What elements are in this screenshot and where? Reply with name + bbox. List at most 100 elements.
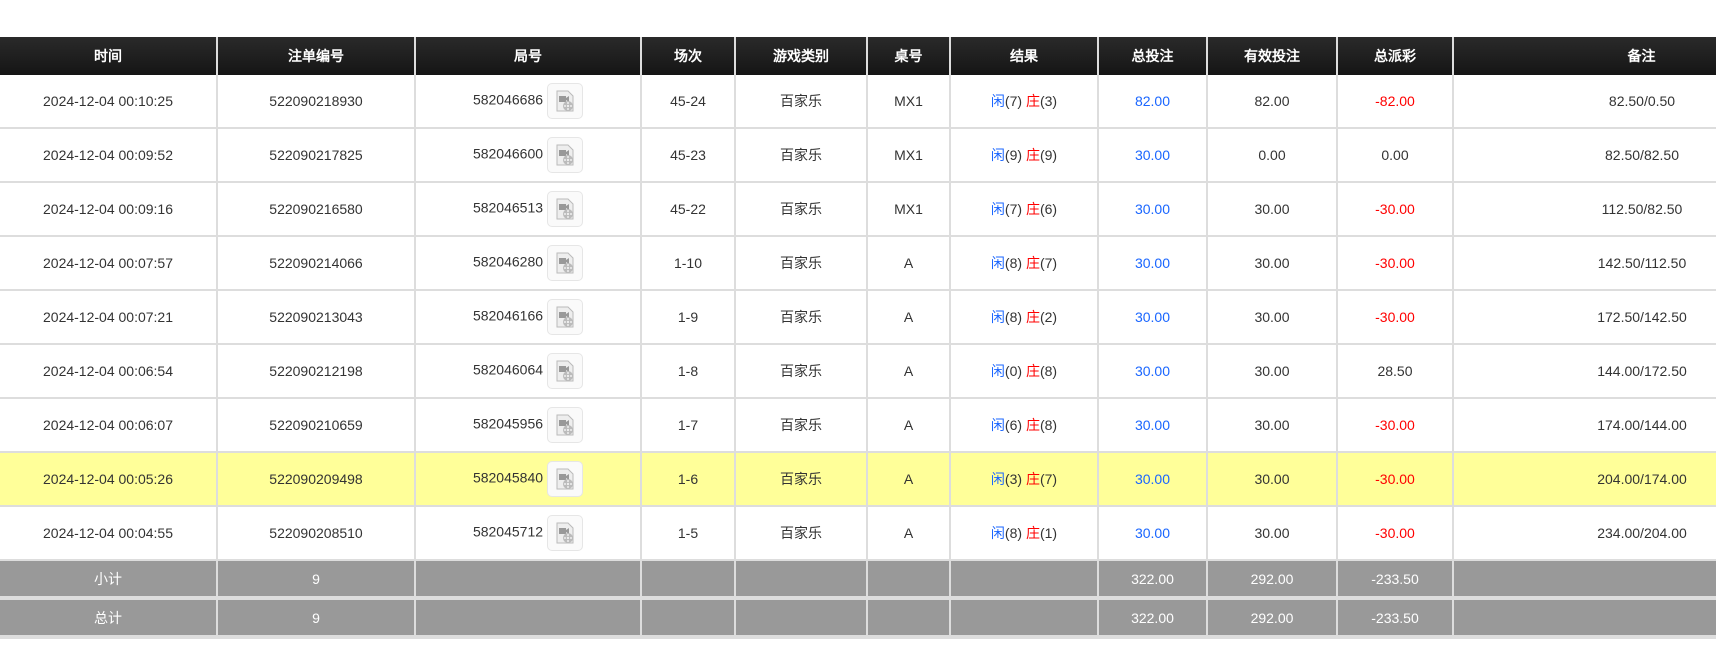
round-cell: 582045956 <box>414 398 641 453</box>
table-header: 时间 注单编号 局号 场次 游戏类别 桌号 结果 总投注 有效投注 总派彩 备注 <box>0 37 1716 75</box>
summary-total: 322.00 <box>1097 560 1207 600</box>
player-score: (7) <box>1004 201 1023 217</box>
video-replay-icon[interactable] <box>547 461 584 497</box>
table-row[interactable]: 2024-12-04 00:07:57 522090214066 5820462… <box>0 236 1716 291</box>
payout-cell: -30.00 <box>1336 506 1453 561</box>
player-label: 闲 <box>990 309 1005 325</box>
video-replay-icon[interactable] <box>547 83 584 119</box>
banker-score: (1) <box>1039 525 1058 541</box>
table-cell: A <box>866 290 950 345</box>
session-cell: 45-24 <box>640 75 735 129</box>
banker-score: (7) <box>1039 255 1058 271</box>
table-cell: A <box>866 452 950 507</box>
payout-cell: -30.00 <box>1336 290 1453 345</box>
payout-cell: -30.00 <box>1336 236 1453 291</box>
summary-row: 总计 9 322.00 292.00 -233.50 <box>0 598 1716 639</box>
bet-id-cell: 522090217825 <box>216 128 415 183</box>
result-cell: 闲(8) 庄(7) <box>949 236 1098 291</box>
payout-cell: -82.00 <box>1336 75 1453 129</box>
session-cell: 1-9 <box>640 290 735 345</box>
table-row[interactable]: 2024-12-04 00:09:52 522090217825 5820466… <box>0 128 1716 183</box>
game-cell: 百家乐 <box>734 290 867 345</box>
round-number: 582046280 <box>472 253 544 270</box>
video-replay-icon[interactable] <box>547 137 584 173</box>
round-cell: 582046686 <box>414 75 641 129</box>
bet-id-cell: 522090218930 <box>216 75 415 129</box>
table-row[interactable]: 2024-12-04 00:06:54 522090212198 5820460… <box>0 344 1716 399</box>
column-header: 桌号 <box>866 37 950 75</box>
table-row[interactable]: 2024-12-04 00:05:26 522090209498 5820458… <box>0 452 1716 507</box>
time-cell: 2024-12-04 00:09:16 <box>0 182 217 237</box>
round-number: 582045712 <box>472 523 544 540</box>
result-cell: 闲(8) 庄(2) <box>949 290 1098 345</box>
bet-id-cell: 522090210659 <box>216 398 415 453</box>
column-header: 结果 <box>949 37 1098 75</box>
table-cell: MX1 <box>866 75 950 129</box>
bet-id-cell: 522090209498 <box>216 452 415 507</box>
time-cell: 2024-12-04 00:07:57 <box>0 236 217 291</box>
payout-cell: -30.00 <box>1336 182 1453 237</box>
summary-valid: 292.00 <box>1206 560 1337 600</box>
summary-row: 小计 9 322.00 292.00 -233.50 <box>0 560 1716 600</box>
time-cell: 2024-12-04 00:09:52 <box>0 128 217 183</box>
player-score: (6) <box>1004 417 1023 433</box>
session-cell: 1-7 <box>640 398 735 453</box>
session-cell: 1-10 <box>640 236 735 291</box>
table-cell: A <box>866 398 950 453</box>
table-row[interactable]: 2024-12-04 00:09:16 522090216580 5820465… <box>0 182 1716 237</box>
video-replay-icon[interactable] <box>547 191 584 227</box>
table-row[interactable]: 2024-12-04 00:07:21 522090213043 5820461… <box>0 290 1716 345</box>
player-label: 闲 <box>990 363 1005 379</box>
banker-score: (3) <box>1039 93 1058 109</box>
video-replay-icon[interactable] <box>547 353 584 389</box>
valid-bet-cell: 30.00 <box>1206 452 1337 507</box>
bet-id-cell: 522090213043 <box>216 290 415 345</box>
table-row[interactable]: 2024-12-04 00:06:07 522090210659 5820459… <box>0 398 1716 453</box>
game-cell: 百家乐 <box>734 236 867 291</box>
payout-cell: 0.00 <box>1336 128 1453 183</box>
bet-id-cell: 522090216580 <box>216 182 415 237</box>
game-cell: 百家乐 <box>734 452 867 507</box>
player-label: 闲 <box>990 525 1005 541</box>
total-bet-cell: 30.00 <box>1097 452 1207 507</box>
remark-cell: 82.50/0.50 <box>1452 75 1716 129</box>
valid-bet-cell: 30.00 <box>1206 236 1337 291</box>
time-cell: 2024-12-04 00:04:55 <box>0 506 217 561</box>
total-bet-cell: 30.00 <box>1097 128 1207 183</box>
remark-cell: 174.00/144.00 <box>1452 398 1716 453</box>
banker-score: (7) <box>1039 471 1058 487</box>
player-score: (8) <box>1004 525 1023 541</box>
table-row[interactable]: 2024-12-04 00:10:25 522090218930 5820466… <box>0 75 1716 129</box>
round-cell: 582045712 <box>414 506 641 561</box>
summary-count: 9 <box>216 560 415 600</box>
banker-label: 庄 <box>1025 525 1040 541</box>
banker-label: 庄 <box>1025 471 1040 487</box>
player-label: 闲 <box>990 93 1005 109</box>
session-cell: 1-6 <box>640 452 735 507</box>
banker-score: (8) <box>1039 417 1058 433</box>
column-header: 总派彩 <box>1336 37 1453 75</box>
player-label: 闲 <box>990 471 1005 487</box>
result-cell: 闲(3) 庄(7) <box>949 452 1098 507</box>
banker-score: (2) <box>1039 309 1058 325</box>
player-score: (8) <box>1004 255 1023 271</box>
column-header: 场次 <box>640 37 735 75</box>
banker-score: (8) <box>1039 363 1058 379</box>
video-replay-icon[interactable] <box>547 515 584 551</box>
round-number: 582046686 <box>472 91 544 108</box>
session-cell: 45-22 <box>640 182 735 237</box>
player-score: (8) <box>1004 309 1023 325</box>
table-row[interactable]: 2024-12-04 00:04:55 522090208510 5820457… <box>0 506 1716 561</box>
video-replay-icon[interactable] <box>547 245 584 281</box>
round-number: 582045840 <box>472 469 544 486</box>
result-cell: 闲(7) 庄(6) <box>949 182 1098 237</box>
result-cell: 闲(6) 庄(8) <box>949 398 1098 453</box>
round-cell: 582045840 <box>414 452 641 507</box>
video-replay-icon[interactable] <box>547 407 584 443</box>
round-number: 582046600 <box>472 145 544 162</box>
valid-bet-cell: 30.00 <box>1206 506 1337 561</box>
time-cell: 2024-12-04 00:05:26 <box>0 452 217 507</box>
summary-label: 总计 <box>0 598 217 639</box>
total-bet-cell: 30.00 <box>1097 344 1207 399</box>
video-replay-icon[interactable] <box>547 299 584 335</box>
